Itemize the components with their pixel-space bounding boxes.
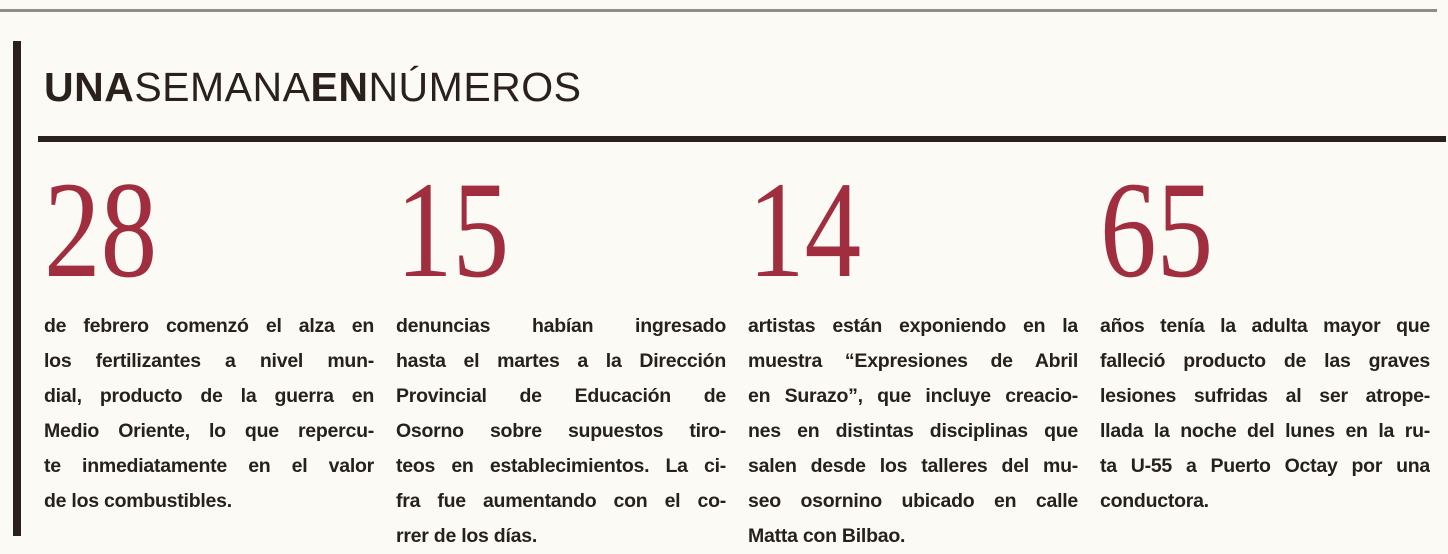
paragraph-line: muestra “Expresiones de Abril: [748, 349, 1078, 372]
big-number: 65: [1100, 152, 1214, 306]
paragraph-line: Provincial de Educación de: [396, 384, 726, 407]
paragraph-line: seo osornino ubicado en calle: [748, 489, 1078, 512]
section-title: UNASEMANAENNÚMEROS: [44, 67, 1436, 108]
item-paragraph: denuncias habían ingresado hasta el marte…: [396, 309, 726, 554]
top-border-line: [0, 9, 1437, 12]
big-number: 15: [396, 152, 510, 306]
paragraph-line: salen desde los talleres del mu-: [748, 454, 1078, 477]
paragraph-line: artistas están exponiendo en la: [748, 314, 1078, 337]
paragraph-line: en Surazo”, que incluye creacio-: [748, 384, 1078, 407]
big-number: 28: [44, 152, 158, 306]
numbers-grid: 28 de febrero comenzó el alza en los fert…: [44, 152, 1436, 554]
paragraph-line: fra fue aumentando con el co-: [396, 489, 726, 512]
paragraph-line: Medio Oriente, lo que repercu-: [44, 419, 374, 442]
header-rule: [38, 135, 1446, 142]
clipping-content: UNASEMANAENNÚMEROS 28 de febrero comenzó…: [38, 40, 1446, 554]
paragraph-line: hasta el martes a la Dirección: [396, 349, 726, 372]
item-paragraph: artistas están exponiendo en la muestra “…: [748, 309, 1078, 554]
paragraph-line: ta U-55 a Puerto Octay por una: [1100, 454, 1430, 477]
paragraph-line: Osorno sobre supuestos tiro-: [396, 419, 726, 442]
paragraph-line: lesiones sufridas al ser atrope-: [1100, 384, 1430, 407]
number-item: 14 artistas están exponiendo en la muestr…: [748, 152, 1078, 554]
title-segment: UNA: [44, 64, 135, 111]
paragraph-line: dial, producto de la guerra en: [44, 384, 374, 407]
number-item: 65 años tenía la adulta mayor que falleci…: [1100, 152, 1430, 554]
number-item: 28 de febrero comenzó el alza en los fert…: [44, 152, 374, 554]
paragraph-line: llada la noche del lunes en la ru-: [1100, 419, 1430, 442]
number-item: 15 denuncias habían ingresado hasta el ma…: [396, 152, 726, 554]
paragraph-line: años tenía la adulta mayor que: [1100, 314, 1430, 337]
paragraph-line: de los combustibles.: [44, 489, 232, 512]
left-vertical-bar: [13, 41, 21, 536]
big-number: 14: [748, 152, 862, 306]
paragraph-line: denuncias habían ingresado: [396, 314, 726, 337]
title-segment: EN: [310, 64, 369, 111]
paragraph-line: falleció producto de las graves: [1100, 349, 1430, 372]
title-segment: SEMANA: [134, 64, 311, 111]
paragraph-line: los fertilizantes a nivel mun-: [44, 349, 374, 372]
item-paragraph: de febrero comenzó el alza en los fertili…: [44, 309, 374, 519]
paragraph-line: nes en distintas disciplinas que: [748, 419, 1078, 442]
item-paragraph: años tenía la adulta mayor que falleció p…: [1100, 309, 1430, 519]
paragraph-line: de febrero comenzó el alza en: [44, 314, 374, 337]
title-segment: NÚMEROS: [368, 64, 582, 111]
paragraph-line: te inmediatamente en el valor: [44, 454, 374, 477]
paragraph-line: teos en establecimientos. La ci-: [396, 454, 726, 477]
paragraph-line: rrer de los días.: [396, 524, 537, 547]
paragraph-line: conductora.: [1100, 489, 1209, 512]
paragraph-line: Matta con Bilbao.: [748, 524, 906, 547]
